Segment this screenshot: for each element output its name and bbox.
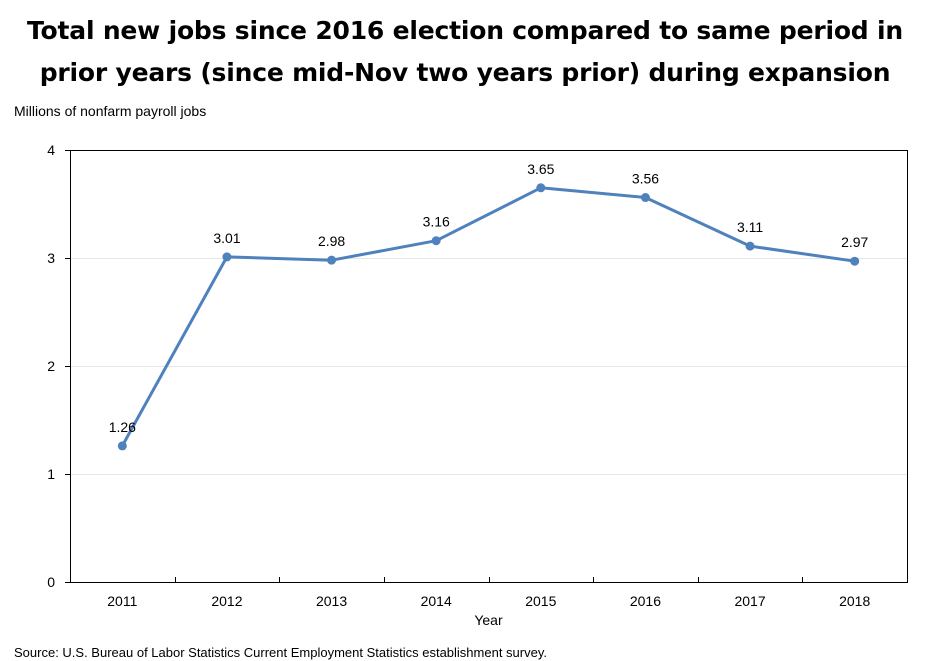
data-point-2016 bbox=[640, 193, 650, 203]
x-axis-label: Year bbox=[474, 612, 503, 628]
source-note: Source: U.S. Bureau of Labor Statistics … bbox=[14, 645, 547, 660]
series-line-total-new-jobs bbox=[120, 186, 857, 448]
x-tick-label: 2015 bbox=[525, 593, 556, 609]
chart-title: Total new jobs since 2016 election compa… bbox=[0, 10, 930, 94]
data-label-2013: 2.98 bbox=[318, 233, 345, 249]
y-axis: 0 1 2 3 4 bbox=[47, 142, 70, 590]
data-labels: 1.26 3.01 2.98 3.16 3.65 3.56 3.11 2.97 bbox=[109, 161, 869, 435]
data-label-2011: 1.26 bbox=[109, 419, 136, 435]
x-tick-label: 2017 bbox=[734, 593, 765, 609]
data-point-2017 bbox=[745, 241, 755, 251]
chart-title-line-2: prior years (since mid-Nov two years pri… bbox=[39, 58, 891, 87]
chart-title-line-1: Total new jobs since 2016 election compa… bbox=[27, 16, 903, 45]
data-point-2011 bbox=[117, 441, 127, 451]
x-tick-label: 2012 bbox=[211, 593, 242, 609]
x-tick-label: 2018 bbox=[839, 593, 870, 609]
data-label-2016: 3.56 bbox=[632, 171, 659, 187]
data-point-2015 bbox=[536, 183, 546, 193]
y-tick-label: 3 bbox=[47, 250, 55, 266]
x-tick-label: 2013 bbox=[316, 593, 347, 609]
data-point-2012 bbox=[222, 252, 232, 262]
data-point-2013 bbox=[327, 255, 337, 265]
y-tick-label: 0 bbox=[47, 574, 55, 590]
data-point-2014 bbox=[431, 236, 441, 246]
y-tick-label: 1 bbox=[47, 466, 55, 482]
y-axis-label: Millions of nonfarm payroll jobs bbox=[14, 103, 207, 119]
y-tick-label: 4 bbox=[47, 142, 55, 158]
y-tick-label: 2 bbox=[47, 358, 55, 374]
data-label-2012: 3.01 bbox=[213, 230, 240, 246]
x-tick-label: 2011 bbox=[107, 593, 137, 609]
data-point-2018 bbox=[850, 256, 860, 266]
x-tick-label: 2016 bbox=[630, 593, 661, 609]
data-label-2014: 3.16 bbox=[423, 214, 450, 230]
data-label-2015: 3.65 bbox=[527, 161, 554, 177]
x-axis: 2011 2012 2013 2014 2015 2016 2017 2018 bbox=[107, 577, 870, 609]
data-points bbox=[117, 183, 860, 451]
x-tick-label: 2014 bbox=[421, 593, 452, 609]
data-label-2018: 2.97 bbox=[841, 234, 868, 250]
gridlines bbox=[70, 258, 907, 475]
data-label-2017: 3.11 bbox=[737, 219, 763, 235]
plot-area-frame bbox=[70, 150, 908, 583]
